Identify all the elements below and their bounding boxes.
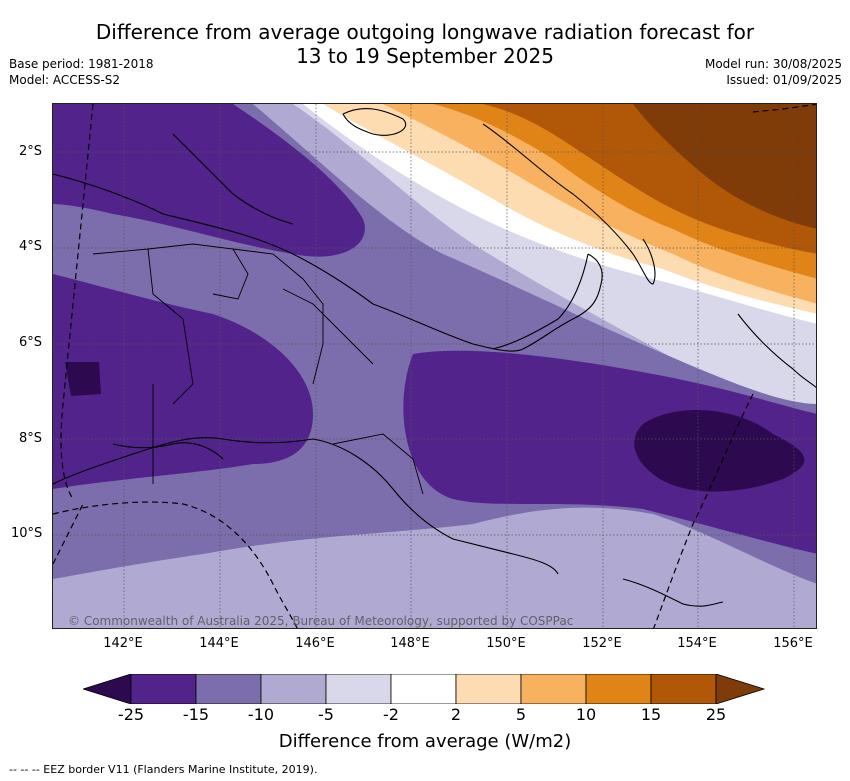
meta-right: Model run: 30/08/2025 Issued: 01/09/2025 — [705, 56, 842, 88]
coastlines — [53, 108, 816, 607]
contour-minus25 — [634, 410, 805, 492]
contour-plus25 — [633, 104, 816, 229]
lon-label-150e: 150°E — [486, 636, 526, 651]
eez-footnote: -- -- -- EEZ border V11 (Flanders Marine… — [9, 763, 318, 776]
lon-label-154e: 154°E — [677, 636, 717, 651]
lon-label-146e: 146°E — [295, 636, 335, 651]
colorbar — [83, 674, 766, 704]
colorbar-tick-label: -5 — [318, 705, 334, 724]
lon-label-152e: 152°E — [582, 636, 622, 651]
colorbar-segment — [195, 674, 262, 704]
colorbar-segment — [455, 674, 522, 704]
colorbar-segment — [650, 674, 717, 704]
lon-label-148e: 148°E — [390, 636, 430, 651]
meta-left: Base period: 1981-2018 Model: ACCESS-S2 — [9, 56, 154, 88]
colorbar-segment — [260, 674, 327, 704]
issued-date: Issued: 01/09/2025 — [726, 73, 842, 87]
copyright-text: © Commonwealth of Australia 2025, Bureau… — [68, 614, 574, 628]
title-line-1: Difference from average outgoing longwav… — [95, 20, 755, 44]
colorbar-tick-label: 10 — [575, 705, 597, 724]
colorbar-tick-label: 2 — [450, 705, 462, 724]
lat-label-6s: 6°S — [19, 335, 43, 350]
colorbar-tick-label: -25 — [117, 705, 145, 724]
lat-label-8s: 8°S — [19, 431, 43, 446]
gridlines — [53, 104, 816, 628]
colorbar-tick-label: 15 — [640, 705, 662, 724]
contour-minus15-west — [53, 104, 365, 257]
model-name: Model: ACCESS-S2 — [9, 73, 121, 87]
lon-label-156e: 156°E — [773, 636, 813, 651]
lat-label-2s: 2°S — [19, 144, 43, 159]
map-title: Difference from average outgoing longwav… — [0, 20, 850, 68]
colorbar-segment — [520, 674, 587, 704]
model-run: Model run: 30/08/2025 — [704, 57, 842, 71]
title-line-2: 13 to 19 September 2025 — [296, 44, 554, 68]
colorbar-extend-high — [715, 674, 766, 704]
eez-borders — [53, 104, 816, 628]
colorbar-extend-low — [83, 674, 132, 704]
colorbar-tick-label: -10 — [247, 705, 275, 724]
colorbar-segment — [130, 674, 197, 704]
colorbar-segment — [585, 674, 652, 704]
colorbar-segment — [390, 674, 457, 704]
contour-minus15-sw — [53, 274, 313, 489]
colorbar-label: Difference from average (W/m2) — [278, 731, 572, 752]
lat-label-4s: 4°S — [19, 239, 43, 254]
map-panel — [52, 103, 817, 629]
colorbar-tick-label: -15 — [182, 705, 210, 724]
lon-label-142e: 142°E — [103, 636, 143, 651]
lon-label-144e: 144°E — [199, 636, 239, 651]
admin-borders — [92, 243, 424, 495]
colorbar-tick-label: 25 — [705, 705, 727, 724]
contour-minus25-small — [65, 362, 101, 396]
colorbar-tick-label: -2 — [383, 705, 399, 724]
contour-minus15-east — [403, 350, 816, 554]
base-period: Base period: 1981-2018 — [9, 57, 154, 71]
lat-label-10s: 10°S — [11, 526, 43, 541]
map-svg — [53, 104, 816, 628]
colorbar-tick-label: 5 — [515, 705, 527, 724]
colorbar-segment — [325, 674, 392, 704]
